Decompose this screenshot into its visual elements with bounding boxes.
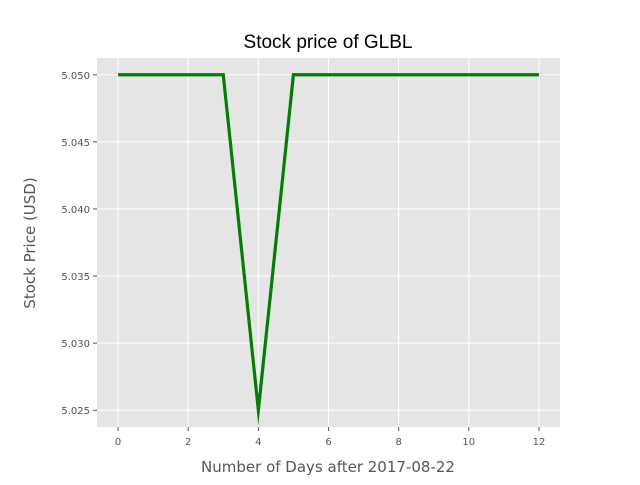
y-tick-label-4: 5.045: [61, 138, 90, 149]
x-tick-label-1: 2: [185, 437, 191, 448]
x-tick-label-2: 4: [255, 437, 261, 448]
grid: [97, 58, 560, 427]
chart-title: Stock price of GLBL: [244, 32, 413, 53]
y-axis-ticks: 5.025 5.030 5.035 5.040 5.045 5.050: [61, 71, 97, 417]
series-line-0: [118, 73, 539, 426]
y-tick-label-0: 5.025: [61, 406, 90, 417]
y-tick-label-1: 5.030: [61, 339, 90, 350]
x-tick-label-4: 8: [395, 437, 401, 448]
x-tick-label-3: 6: [325, 437, 331, 448]
y-tick-label-2: 5.035: [61, 272, 90, 283]
x-tick-label-6: 12: [533, 437, 546, 448]
x-axis-ticks: 0 2 4 6 8 10 12: [115, 427, 545, 448]
x-tick-label-5: 10: [462, 437, 475, 448]
y-axis-label: Stock Price (USD): [21, 177, 39, 308]
x-axis-label: Number of Days after 2017-08-22: [201, 458, 455, 476]
y-tick-label-5: 5.050: [61, 71, 90, 82]
series-layer: [118, 73, 539, 426]
x-tick-label-0: 0: [115, 437, 121, 448]
y-tick-label-3: 5.040: [61, 205, 90, 216]
